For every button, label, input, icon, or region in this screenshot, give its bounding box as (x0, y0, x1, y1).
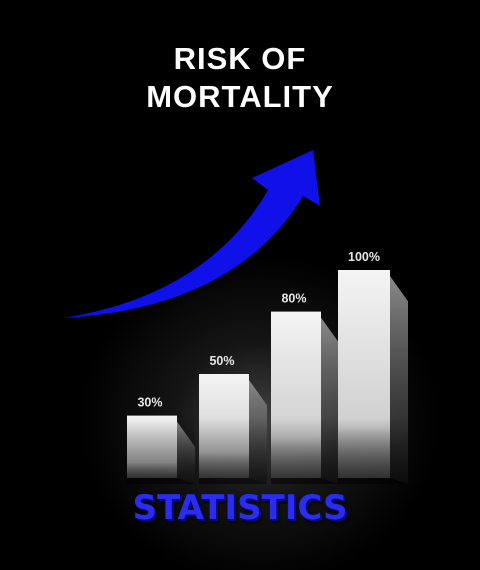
upward-curved-arrow-icon (62, 150, 320, 318)
bar-fade-2 (199, 418, 267, 484)
bar-data-label-3: 80% (281, 292, 306, 306)
bar-fade-1 (127, 418, 195, 484)
chart-title: RISK OF MORTALITY (0, 40, 480, 116)
bar-fade-3 (271, 418, 339, 484)
bar-data-label-4: 100% (348, 250, 380, 264)
bar-data-label-2: 50% (209, 354, 234, 368)
statistics-watermark: STATISTICS (132, 488, 348, 528)
data-labels-group: 30% 50% 80% 100% (137, 250, 380, 410)
chart-title-line-2: MORTALITY (146, 79, 334, 114)
bar-data-label-1: 30% (137, 396, 162, 410)
chart-title-line-1: RISK OF (173, 41, 307, 76)
bars-group (127, 270, 408, 484)
bar-fade-4 (338, 418, 408, 484)
